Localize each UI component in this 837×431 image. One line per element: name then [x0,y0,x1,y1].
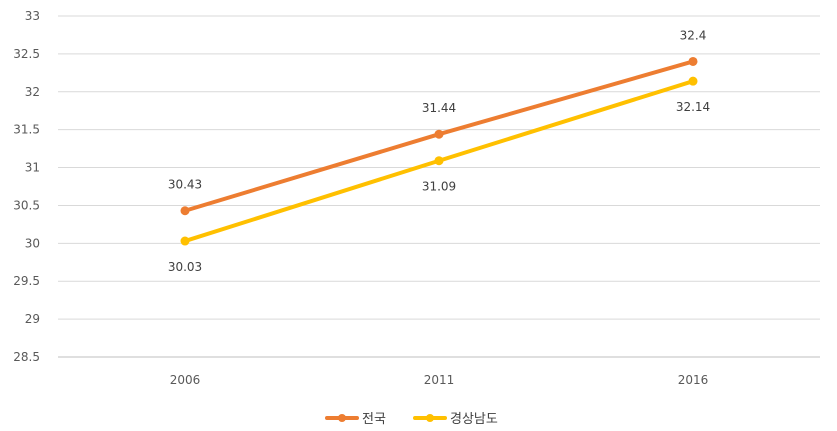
x-tick-label: 2011 [424,373,455,387]
legend-marker [338,414,346,422]
x-tick-label: 2016 [678,373,709,387]
y-tick-label: 30.5 [13,198,40,212]
y-tick-label: 32 [25,85,40,99]
y-tick-label: 28.5 [13,350,40,364]
data-label: 31.44 [422,101,456,115]
y-axis: 28.5 29 29.5 30 30.5 31 31.5 32 32.5 33 [13,9,40,364]
y-tick-label: 30 [25,236,40,250]
legend-label: 경상남도 [450,412,498,427]
x-tick-label: 2006 [170,373,201,387]
y-tick-label: 31 [25,161,40,175]
x-axis: 2006 2011 2016 [170,373,709,387]
legend-label: 전국 [362,412,386,427]
y-tick-label: 31.5 [13,123,40,137]
data-label: 30.43 [168,178,202,192]
data-point [434,156,444,166]
data-point [434,129,444,139]
y-tick-label: 33 [25,9,40,23]
y-tick-label: 29.5 [13,274,40,288]
data-label: 31.09 [422,180,456,194]
data-labels: 30.43 31.44 32.4 30.03 31.09 32.14 [168,28,710,274]
legend-marker [426,414,434,422]
y-tick-label: 32.5 [13,47,40,61]
data-point [180,206,190,216]
series-group [180,56,698,246]
data-point [688,56,698,66]
data-label: 32.14 [676,100,710,114]
data-label: 32.4 [680,28,707,42]
data-point [688,76,698,86]
y-tick-label: 29 [25,312,40,326]
legend: 전국 경상남도 [325,412,498,427]
data-label: 30.03 [168,260,202,274]
data-point [180,236,190,246]
